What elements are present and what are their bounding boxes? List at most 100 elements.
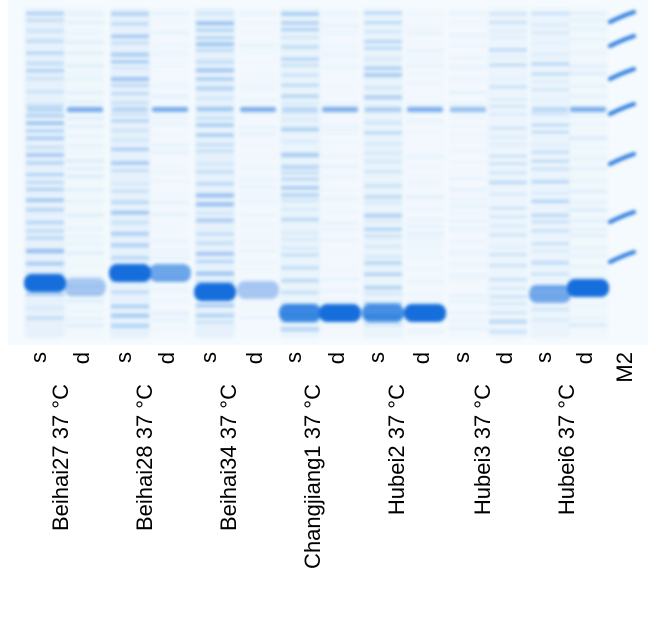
band bbox=[532, 107, 568, 112]
minor-band bbox=[239, 178, 277, 181]
main-band bbox=[64, 278, 106, 296]
minor-band bbox=[151, 133, 189, 135]
minor-band bbox=[26, 77, 64, 81]
minor-band bbox=[196, 241, 234, 245]
minor-band bbox=[196, 252, 234, 255]
minor-band bbox=[449, 116, 487, 119]
minor-band bbox=[321, 228, 359, 231]
minor-band bbox=[111, 232, 149, 236]
minor-band bbox=[321, 239, 359, 241]
minor-band bbox=[281, 279, 319, 282]
minor-band bbox=[569, 276, 607, 279]
minor-band bbox=[151, 164, 189, 166]
minor-band bbox=[281, 218, 319, 221]
minor-band bbox=[449, 78, 487, 81]
minor-band bbox=[321, 299, 359, 302]
band bbox=[240, 107, 276, 112]
minor-band bbox=[239, 234, 277, 238]
minor-band bbox=[111, 12, 149, 16]
minor-band bbox=[449, 21, 487, 24]
minor-band bbox=[321, 76, 359, 78]
minor-band bbox=[26, 12, 64, 15]
minor-band bbox=[239, 166, 277, 168]
lane-d-label: d bbox=[242, 352, 267, 364]
minor-band bbox=[364, 96, 402, 99]
minor-band bbox=[196, 212, 234, 214]
minor-band bbox=[569, 201, 607, 203]
minor-band bbox=[66, 201, 104, 203]
minor-band bbox=[26, 62, 64, 65]
minor-band bbox=[569, 28, 607, 31]
minor-band bbox=[151, 257, 189, 259]
minor-band bbox=[151, 194, 189, 197]
minor-band bbox=[66, 251, 104, 255]
minor-band bbox=[569, 317, 607, 319]
minor-band bbox=[281, 28, 319, 31]
minor-band bbox=[364, 220, 402, 222]
minor-band bbox=[66, 92, 104, 94]
main-band bbox=[362, 304, 404, 322]
minor-band bbox=[196, 272, 234, 275]
lane-s-label: s bbox=[196, 352, 221, 363]
minor-band bbox=[531, 200, 569, 203]
minor-band bbox=[531, 273, 569, 275]
minor-band bbox=[151, 32, 189, 35]
minor-band bbox=[364, 143, 402, 146]
lane-d-label: d bbox=[492, 352, 517, 364]
minor-band bbox=[281, 84, 319, 86]
minor-band bbox=[489, 155, 527, 158]
minor-band bbox=[531, 230, 569, 233]
minor-band bbox=[26, 154, 64, 157]
minor-band bbox=[569, 305, 607, 307]
minor-band bbox=[111, 148, 149, 151]
minor-band bbox=[321, 270, 359, 272]
minor-band bbox=[66, 52, 104, 54]
lane-smear bbox=[110, 8, 150, 338]
minor-band bbox=[449, 251, 487, 255]
minor-band bbox=[531, 42, 569, 44]
minor-band bbox=[239, 132, 277, 136]
minor-band bbox=[281, 266, 319, 269]
minor-band bbox=[26, 188, 64, 191]
minor-band bbox=[321, 176, 359, 179]
minor-band bbox=[531, 12, 569, 15]
minor-band bbox=[406, 40, 444, 44]
minor-band bbox=[281, 186, 319, 189]
minor-band bbox=[26, 52, 64, 54]
minor-band bbox=[321, 165, 359, 169]
minor-band bbox=[364, 12, 402, 14]
minor-band bbox=[111, 256, 149, 259]
minor-band bbox=[406, 31, 444, 35]
minor-band bbox=[111, 41, 149, 44]
minor-band bbox=[151, 84, 189, 88]
minor-band bbox=[66, 40, 104, 44]
minor-band bbox=[239, 185, 277, 189]
minor-band bbox=[449, 263, 487, 267]
minor-band bbox=[449, 227, 487, 230]
minor-band bbox=[531, 213, 569, 217]
minor-band bbox=[151, 62, 189, 66]
minor-band bbox=[151, 318, 189, 321]
minor-band bbox=[449, 205, 487, 208]
minor-band bbox=[489, 64, 527, 67]
minor-band bbox=[489, 30, 527, 33]
sample-label: Beihai27 37 °C bbox=[48, 384, 73, 531]
minor-band bbox=[26, 104, 64, 107]
minor-band bbox=[364, 228, 402, 230]
gel-figure: sdBeihai27 37 °CsdBeihai28 37 °CsdBeihai… bbox=[0, 0, 656, 618]
minor-band bbox=[321, 251, 359, 255]
minor-band bbox=[281, 238, 319, 240]
minor-band bbox=[449, 66, 487, 69]
main-band bbox=[109, 264, 151, 282]
minor-band bbox=[569, 167, 607, 169]
minor-band bbox=[281, 178, 319, 181]
minor-band bbox=[364, 87, 402, 90]
minor-band bbox=[66, 227, 104, 230]
minor-band bbox=[406, 143, 444, 145]
minor-band bbox=[321, 125, 359, 128]
minor-band bbox=[196, 260, 234, 262]
minor-band bbox=[364, 160, 402, 164]
minor-band bbox=[364, 292, 402, 295]
minor-band bbox=[569, 208, 607, 212]
minor-band bbox=[111, 77, 149, 81]
